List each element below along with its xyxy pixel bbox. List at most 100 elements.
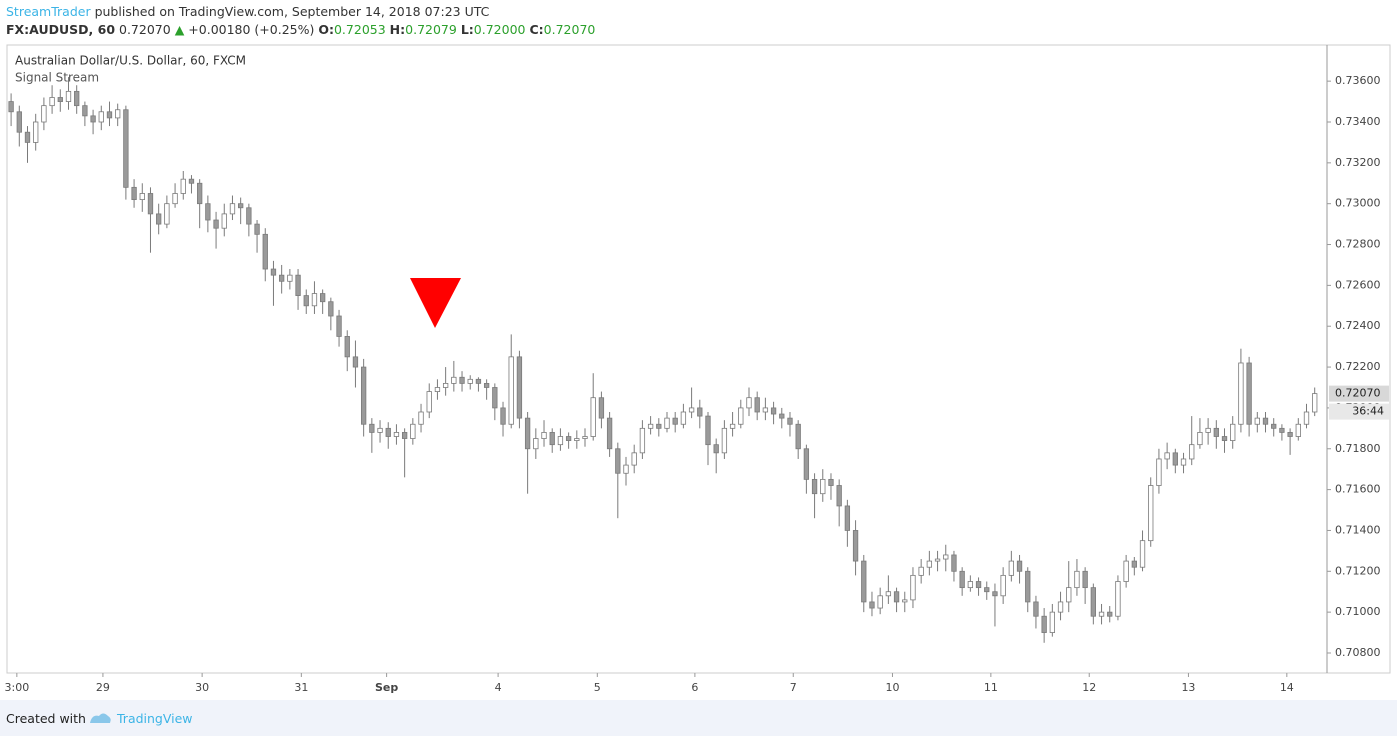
x-tick-label: 4 xyxy=(495,681,502,694)
candle-body xyxy=(1254,417,1260,425)
candle-body xyxy=(1139,540,1146,568)
candle-body xyxy=(49,97,55,107)
c-label: C: xyxy=(529,22,544,37)
candle-body xyxy=(1131,560,1137,568)
x-tick-label: 30 xyxy=(195,681,209,694)
candle-body xyxy=(262,233,268,270)
candle-body xyxy=(156,213,162,225)
x-tick-label: 13 xyxy=(1181,681,1195,694)
candle-body xyxy=(82,105,88,117)
candle-body xyxy=(131,186,137,201)
frame xyxy=(6,44,1391,674)
candle-body xyxy=(770,407,777,415)
candle-body xyxy=(180,178,186,194)
candle-body xyxy=(442,383,449,388)
candle-body xyxy=(500,407,506,425)
candle-body xyxy=(639,427,646,454)
candle-body xyxy=(205,203,211,221)
h: 0.72079 xyxy=(405,22,457,37)
x-tick-label: Sep xyxy=(375,681,398,694)
candle-body xyxy=(1230,423,1236,441)
y-tick-label: 0.71400 xyxy=(1335,523,1381,536)
candle-body xyxy=(1008,560,1015,576)
chart-subtitle: Signal Stream xyxy=(15,71,99,85)
candle-body xyxy=(1279,427,1285,433)
brand[interactable]: TradingView xyxy=(117,711,193,726)
y-tick-label: 0.73000 xyxy=(1335,197,1381,210)
candle-body xyxy=(328,301,334,317)
candle-body xyxy=(90,115,96,123)
candle-body xyxy=(524,417,531,450)
candle-body xyxy=(541,432,547,439)
candle-body xyxy=(533,438,539,450)
candle-body xyxy=(246,207,252,225)
candle-body xyxy=(516,356,523,419)
candle-body xyxy=(295,274,301,296)
l: 0.72000 xyxy=(473,22,526,37)
y-tick-label: 0.70800 xyxy=(1335,646,1381,659)
candle-body xyxy=(680,411,687,425)
candle-body xyxy=(811,478,818,495)
candle-body xyxy=(647,423,654,429)
change: +0.00180 (+0.25%) xyxy=(188,22,315,37)
x-tick-label: 3:00 xyxy=(4,681,29,694)
candle-body xyxy=(303,295,309,307)
candle-body xyxy=(33,121,39,143)
candle-body xyxy=(598,397,605,419)
x-tick-label: 6 xyxy=(691,681,698,694)
last-price-label: 0.72070 xyxy=(1335,387,1381,400)
candle-body xyxy=(213,219,219,229)
candle-body xyxy=(779,413,785,419)
candle-body xyxy=(287,274,293,282)
candle-body xyxy=(1238,362,1244,425)
candle-body xyxy=(721,427,728,454)
symbol: FX:AUDUSD, 60 xyxy=(6,22,116,37)
candle-body xyxy=(1090,587,1096,617)
candle-body xyxy=(172,193,178,205)
brand-logo xyxy=(90,713,111,723)
candle-body xyxy=(1107,611,1113,617)
y-tick-label: 0.71000 xyxy=(1335,605,1381,618)
x-tick-label: 12 xyxy=(1082,681,1096,694)
candle-body xyxy=(1221,436,1228,441)
candle-body xyxy=(746,397,752,409)
candle-body xyxy=(582,436,588,439)
candle-body xyxy=(1262,417,1269,425)
candle-body xyxy=(254,223,260,235)
candle-body xyxy=(1164,452,1170,460)
y-tick-label: 0.71800 xyxy=(1335,442,1381,455)
candle-body xyxy=(992,591,998,597)
candle-body xyxy=(1025,570,1031,603)
candle-body xyxy=(934,558,941,562)
candle-body xyxy=(336,315,342,337)
x-tick-label: 5 xyxy=(594,681,601,694)
candle-body xyxy=(1057,601,1064,613)
candle-body xyxy=(1148,485,1154,542)
x-tick-label: 29 xyxy=(96,681,110,694)
candle-body xyxy=(926,560,933,568)
candle-body xyxy=(1066,587,1072,603)
candle-body xyxy=(401,432,408,439)
chart-title: Australian Dollar/U.S. Dollar, 60, FXCM xyxy=(15,54,246,68)
o: 0.72053 xyxy=(333,22,386,37)
candle-body xyxy=(139,193,145,201)
candle-body xyxy=(574,438,580,441)
candle-body xyxy=(729,423,736,429)
candle-body xyxy=(943,554,949,560)
candle-body xyxy=(688,407,695,413)
candle-body xyxy=(197,182,203,205)
candle-body xyxy=(754,397,760,413)
candle-body xyxy=(844,505,851,531)
candle-body xyxy=(24,131,31,143)
candle-body xyxy=(762,407,769,413)
candle-body xyxy=(1197,432,1203,446)
candle-body xyxy=(475,378,482,384)
candle-body xyxy=(836,485,842,507)
candle-body xyxy=(549,432,555,446)
candle-body xyxy=(672,417,678,425)
candle-body xyxy=(590,397,596,437)
candle-body xyxy=(393,432,400,437)
candle-body xyxy=(311,293,318,307)
candle-body xyxy=(360,366,367,425)
author[interactable]: StreamTrader xyxy=(6,4,91,19)
